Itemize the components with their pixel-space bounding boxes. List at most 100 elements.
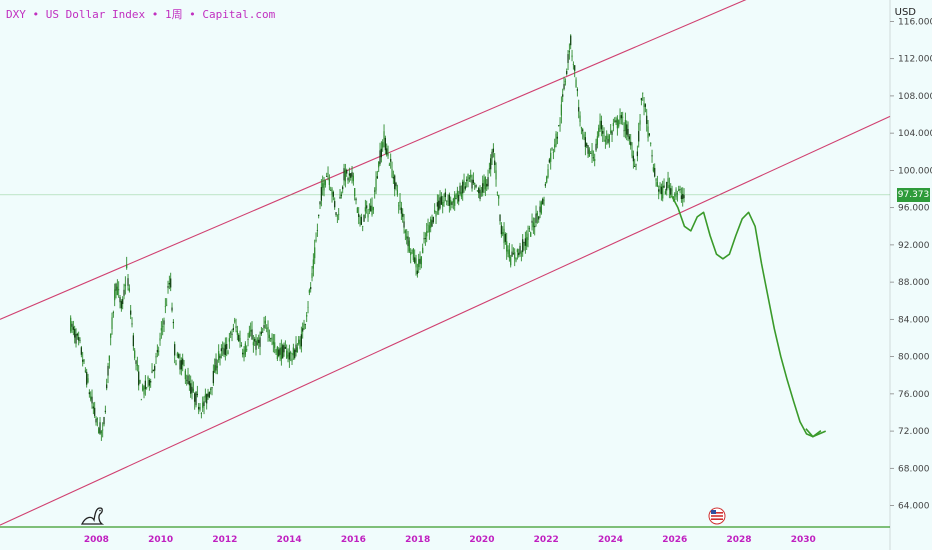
candle-body — [334, 201, 336, 208]
y-tick-label: 112.000 — [898, 55, 932, 65]
candle-body — [356, 207, 358, 213]
candle-body — [299, 339, 301, 349]
y-tick-label: 88.000 — [898, 278, 930, 288]
candle-body — [162, 326, 164, 328]
candle-body — [470, 174, 472, 178]
candle-body — [322, 183, 324, 188]
candle-body — [386, 148, 388, 155]
candle-body — [400, 207, 402, 214]
candle-body — [384, 137, 386, 151]
candle-body — [674, 194, 676, 196]
candle-body — [72, 326, 74, 330]
candle-body — [539, 206, 541, 213]
candle-body — [254, 338, 256, 342]
candle-body — [158, 350, 160, 352]
candle-body — [124, 284, 126, 287]
candle-body — [496, 192, 498, 194]
candle-body — [660, 186, 662, 195]
candle-body — [486, 183, 488, 187]
candle-body — [599, 120, 601, 128]
candle-body — [128, 288, 130, 292]
candle-body — [163, 320, 165, 325]
candle-body — [426, 230, 428, 237]
us-flag-icon[interactable] — [708, 507, 726, 525]
candle-body — [507, 250, 509, 254]
candle-body — [223, 348, 225, 355]
candle-body — [667, 178, 669, 183]
candle-body — [626, 124, 628, 135]
candle-body — [598, 127, 600, 137]
candle-body — [364, 207, 366, 212]
candle-body — [683, 195, 685, 199]
forecast-arrowhead — [805, 428, 822, 438]
candle-body — [78, 337, 80, 341]
candle-body — [463, 180, 465, 186]
candle-body — [488, 168, 490, 170]
candle-body — [354, 188, 356, 197]
candle-body — [234, 320, 236, 322]
candle-body — [558, 125, 560, 126]
candle-body — [186, 379, 188, 381]
candle-body — [178, 354, 180, 358]
candle-body — [658, 189, 660, 192]
candle-body — [640, 98, 642, 101]
candle-body — [243, 349, 245, 358]
candle-body — [150, 381, 152, 383]
candle-body — [103, 417, 105, 425]
candle-body — [378, 161, 380, 168]
candle-body — [264, 320, 266, 324]
candle-body — [203, 401, 205, 406]
candle-body — [535, 213, 537, 223]
candle-body — [102, 429, 104, 431]
y-tick-label: 68.000 — [898, 464, 930, 474]
candle-body — [547, 169, 549, 178]
candle-body — [678, 189, 680, 191]
candle-body — [199, 406, 201, 410]
candle-body — [126, 264, 128, 269]
channel-upper-line — [0, 0, 747, 320]
candle-body — [284, 346, 286, 349]
candle-body — [647, 126, 649, 138]
candle-body — [311, 273, 313, 278]
candle-body — [399, 200, 401, 203]
candle-body — [292, 347, 294, 356]
candle-body — [636, 151, 638, 157]
candle-body — [338, 214, 340, 215]
candle-body — [84, 370, 86, 372]
x-tick-label: 2026 — [662, 535, 687, 545]
candle-body — [152, 369, 154, 372]
candle-body — [446, 200, 448, 202]
candle-body — [567, 54, 569, 63]
candle-body — [602, 131, 604, 134]
candle-body — [191, 386, 193, 393]
candle-body — [296, 347, 298, 353]
candle-body — [410, 251, 412, 256]
candle-body — [194, 393, 196, 402]
candle-body — [456, 190, 458, 198]
candle-body — [428, 225, 430, 232]
candle-body — [606, 135, 608, 140]
candle-body — [74, 328, 76, 338]
candle-body — [358, 213, 360, 217]
candle-body — [387, 152, 389, 156]
tradingview-logo-icon[interactable] — [80, 507, 105, 525]
currency-unit-label[interactable]: USD — [894, 7, 916, 18]
candle-body — [224, 344, 226, 355]
candle-body — [538, 216, 540, 220]
candle-body — [340, 194, 342, 196]
candle-body — [239, 337, 241, 343]
candle-body — [407, 236, 409, 247]
candle-body — [628, 136, 630, 140]
candle-body — [644, 104, 646, 107]
candle-body — [610, 130, 612, 133]
candle-body — [670, 188, 672, 195]
candle-body — [635, 164, 637, 166]
candle-body — [295, 344, 297, 353]
candle-body — [146, 387, 148, 388]
candle-body — [572, 64, 574, 66]
candle-body — [406, 236, 408, 239]
candle-body — [123, 289, 125, 296]
y-tick-label: 104.000 — [898, 129, 932, 139]
candle-body — [668, 184, 670, 191]
